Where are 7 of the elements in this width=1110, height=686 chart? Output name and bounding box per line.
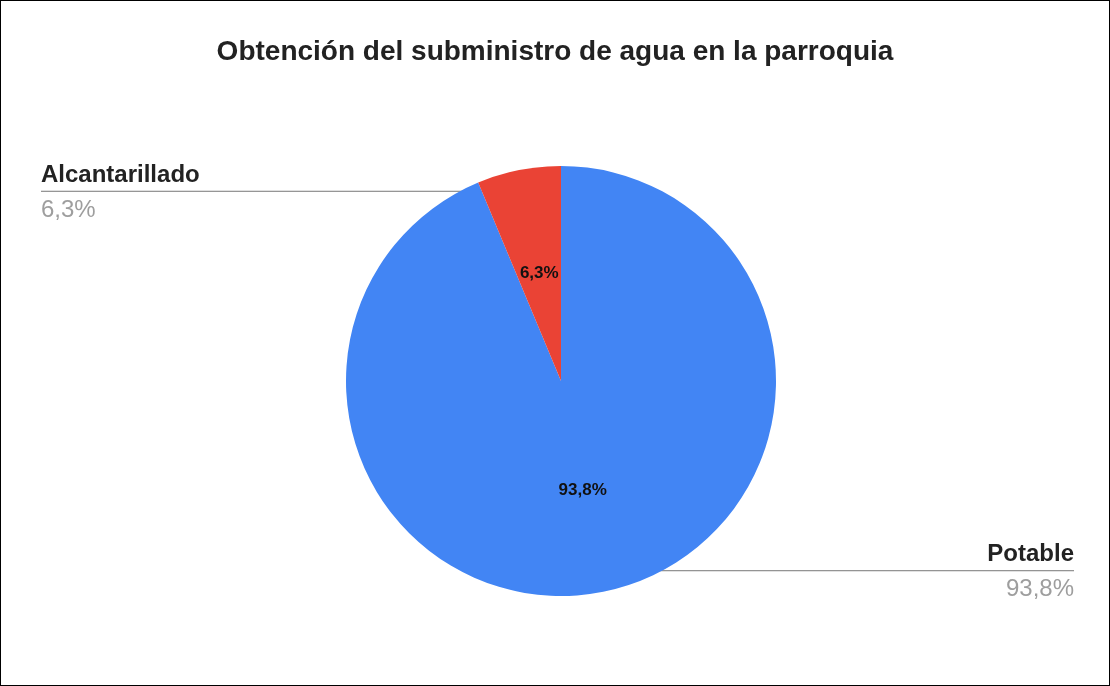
slice-label: Alcantarillado — [41, 159, 200, 187]
slice-label: Potable — [987, 539, 1074, 567]
text: 6,3% — [519, 263, 559, 283]
chart-title: Obtención del subministro de agua en la parroquia — [216, 34, 894, 66]
text: 93,8% — [558, 479, 607, 499]
data-label: 6,3% — [41, 194, 96, 222]
data-label: 93,8% — [1005, 574, 1075, 602]
